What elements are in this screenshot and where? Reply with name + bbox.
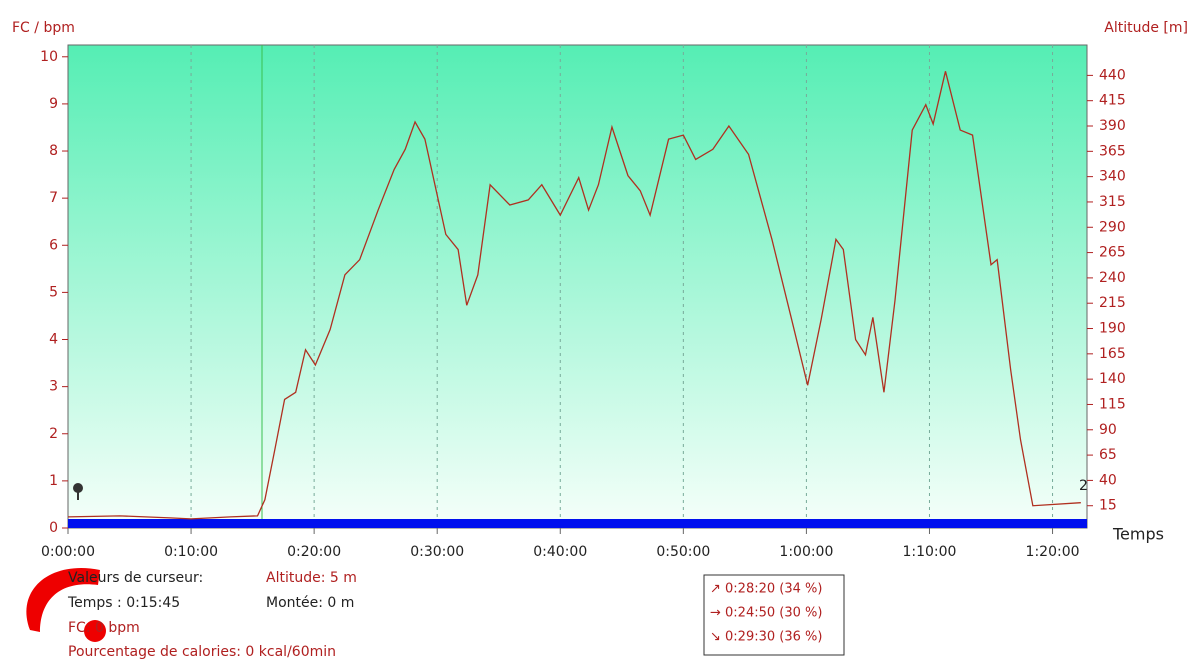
- x-tick-label: 0:30:00: [410, 544, 464, 560]
- summary-flat: → 0:24:50 (30 %): [710, 606, 822, 621]
- x-tick-label: 0:10:00: [164, 544, 218, 560]
- cursor-time: Temps : 0:15:45: [67, 595, 180, 611]
- y2-tick-label: 115: [1099, 396, 1126, 412]
- pin-icon: [73, 483, 83, 500]
- y2-tick-label: 140: [1099, 371, 1126, 387]
- cursor-climb: Montée: 0 m: [266, 595, 354, 611]
- x-tick-label: 0:00:00: [41, 544, 95, 560]
- summary-down: ↘ 0:29:30 (36 %): [710, 630, 822, 645]
- hr-band: [68, 519, 1087, 528]
- y-tick-label: 9: [49, 96, 58, 112]
- y-tick-label: 4: [49, 332, 58, 348]
- y2-tick-label: 415: [1099, 93, 1126, 109]
- y-tick-label: 0: [49, 520, 58, 536]
- logo-dot: [84, 620, 106, 642]
- y2-tick-label: 440: [1099, 67, 1126, 83]
- y2-tick-label: 15: [1099, 498, 1117, 514]
- end-marker: 2: [1079, 478, 1088, 494]
- y-tick-label: 8: [49, 143, 58, 159]
- altitude-line: [67, 71, 1081, 520]
- y-axis-label: FC / bpm: [12, 20, 75, 36]
- summary-up: ↗ 0:28:20 (34 %): [710, 582, 822, 597]
- y2-tick-label: 215: [1099, 295, 1126, 311]
- y-tick-label: 6: [49, 237, 58, 253]
- summary-box: [703, 574, 845, 656]
- cursor-altitude: Altitude: 5 m: [266, 570, 357, 586]
- y2-tick-label: 315: [1099, 194, 1126, 210]
- x-tick-label: 0:50:00: [656, 544, 710, 560]
- y2-tick-label: 40: [1099, 472, 1117, 488]
- y2-tick-label: 340: [1099, 169, 1126, 185]
- x-tick-label: 1:00:00: [779, 544, 833, 560]
- cursor-title: Valeurs de curseur:: [68, 570, 203, 586]
- x-axis-label: Temps: [1112, 525, 1164, 544]
- y-tick-label: 1: [49, 473, 58, 489]
- cursor-calories: Pourcentage de calories: 0 kcal/60min: [68, 644, 336, 660]
- y2-tick-label: 265: [1099, 245, 1126, 261]
- logo-swirl: [26, 568, 100, 632]
- y2-tick-label: 365: [1099, 143, 1126, 159]
- y-tick-label: 5: [49, 284, 58, 300]
- y2-tick-label: 190: [1099, 321, 1126, 337]
- x-tick-label: 0:40:00: [533, 544, 587, 560]
- y2-tick-label: 90: [1099, 422, 1117, 438]
- y-tick-label: 2: [49, 426, 58, 442]
- x-tick-label: 0:20:00: [287, 544, 341, 560]
- cursor-hr: FC: 0 bpm: [68, 620, 140, 636]
- y-tick-label: 7: [49, 190, 58, 206]
- y2-tick-label: 390: [1099, 118, 1126, 134]
- y2-tick-label: 290: [1099, 219, 1126, 235]
- x-tick-label: 1:20:00: [1026, 544, 1080, 560]
- x-tick-label: 1:10:00: [902, 544, 956, 560]
- y-tick-label: 3: [49, 379, 58, 395]
- y-tick-label: 10: [40, 49, 58, 65]
- y2-axis-label: Altitude [m]: [1104, 20, 1188, 36]
- y2-tick-label: 65: [1099, 447, 1117, 463]
- plot-area: [67, 44, 1088, 529]
- y2-tick-label: 240: [1099, 270, 1126, 286]
- y2-tick-label: 165: [1099, 346, 1126, 362]
